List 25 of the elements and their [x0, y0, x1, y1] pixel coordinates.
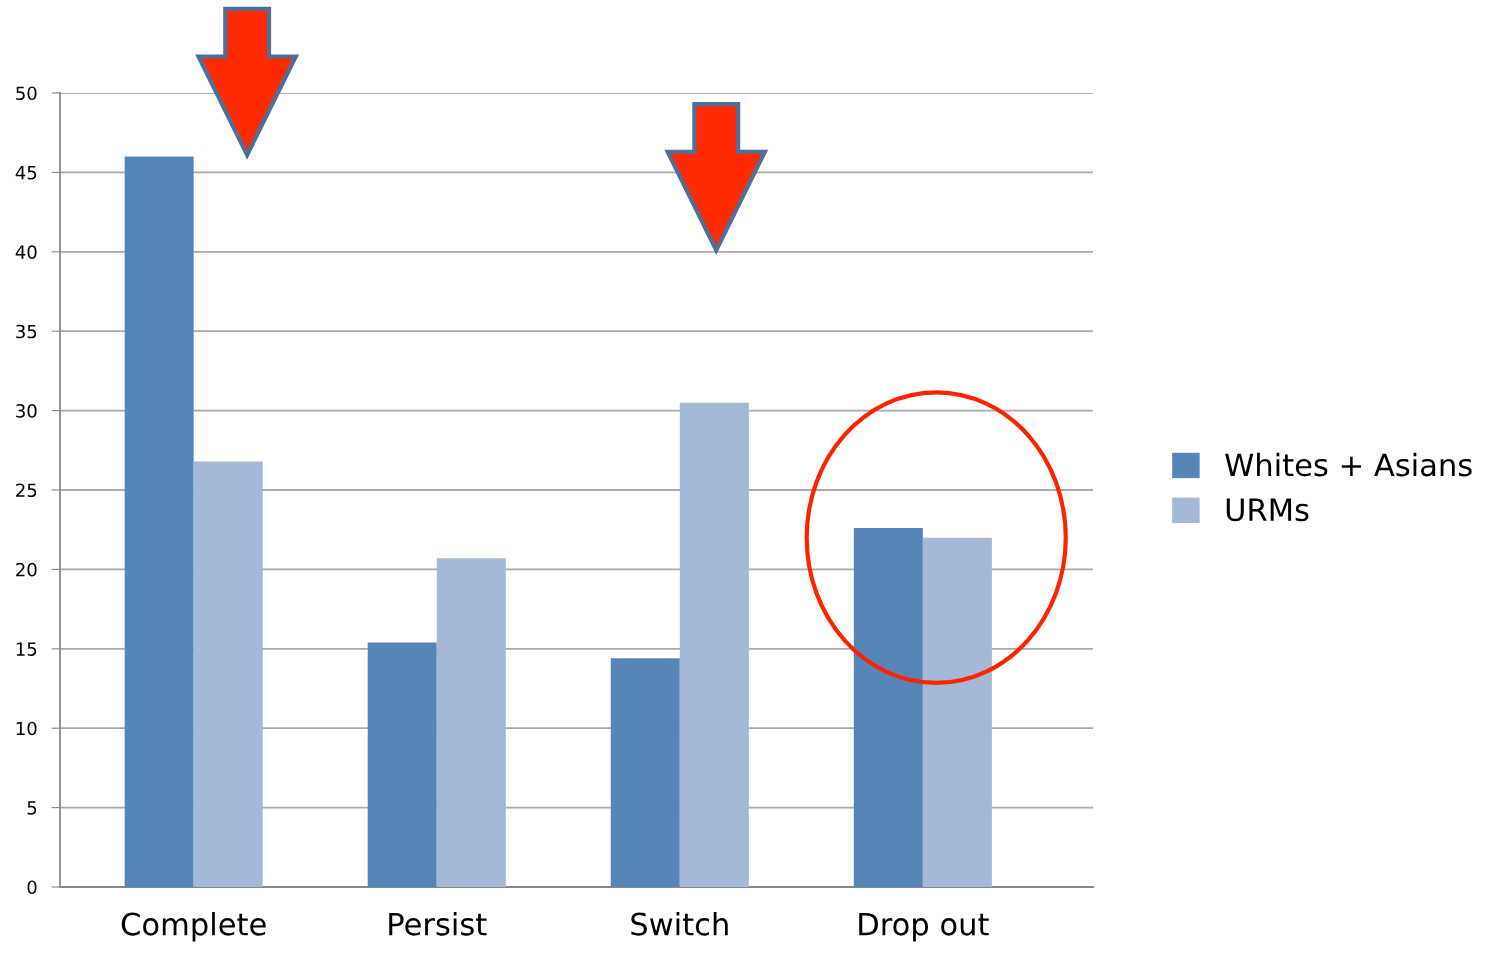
bar: [436, 558, 506, 887]
legend-label: URMs: [1226, 498, 1309, 522]
y-tick-label: 20: [16, 562, 37, 577]
y-tick-label: 45: [15, 166, 37, 180]
y-tick-label: 35: [16, 324, 37, 339]
legend-label: Whites + Asians: [1225, 452, 1472, 477]
y-tick-label: 15: [16, 642, 37, 656]
x-tick-label: Persist: [389, 912, 487, 936]
bar: [124, 156, 194, 887]
bar: [193, 461, 263, 887]
bar: [610, 658, 680, 887]
x-tick-label: Complete: [121, 912, 266, 942]
y-tick-label: 50: [16, 86, 37, 101]
y-tick-label: 30: [16, 404, 37, 418]
bar: [922, 537, 992, 887]
bar: [679, 402, 749, 887]
y-tick-label: 10: [16, 721, 37, 736]
bar: [367, 642, 437, 887]
y-tick-label: 0: [27, 880, 37, 895]
bar: [853, 528, 923, 887]
x-tick-label: Drop out: [859, 912, 989, 942]
y-tick-label: 5: [27, 801, 37, 815]
y-tick-label: 25: [16, 483, 37, 498]
y-tick-label: 40: [15, 245, 37, 259]
x-tick-label: Switch: [631, 912, 728, 936]
